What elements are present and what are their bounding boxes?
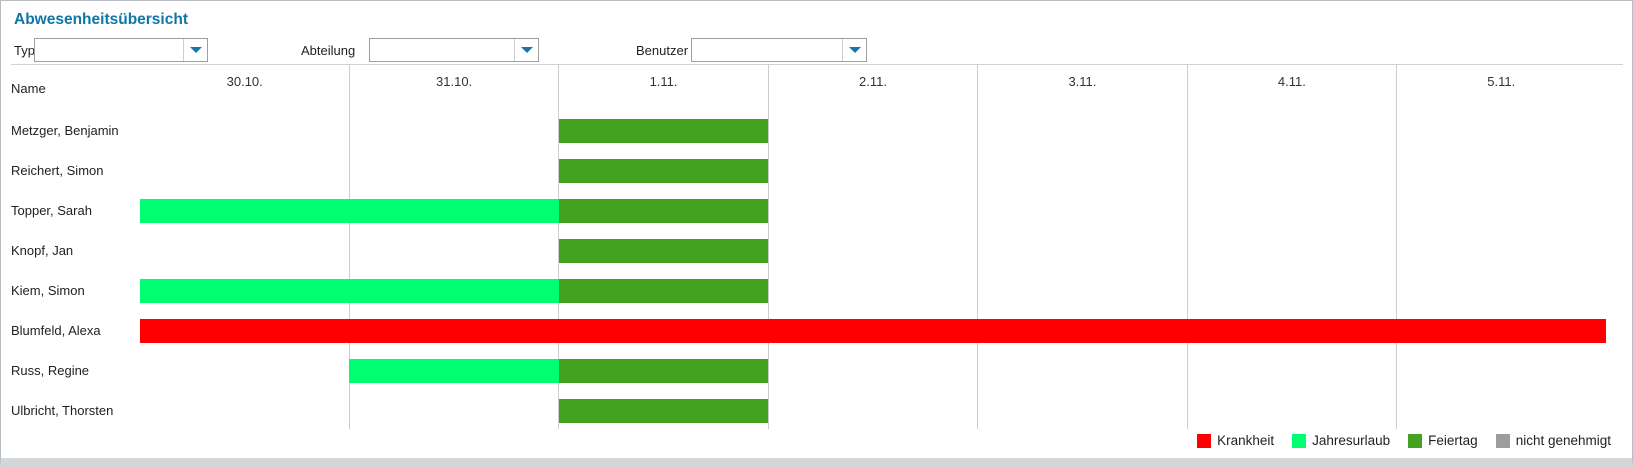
benutzer-filter-dropdown-button[interactable] <box>842 39 866 61</box>
krankheit-color-swatch <box>1197 433 1212 448</box>
legend-label: nicht genehmigt <box>1515 433 1611 448</box>
day-gridline <box>767 64 769 429</box>
date-column-header: 1.11. <box>649 74 678 89</box>
absence-bar-feiertag[interactable] <box>558 399 769 423</box>
absence-bar-jahresurlaub[interactable] <box>140 199 559 223</box>
benutzer-filter-input[interactable] <box>692 39 842 61</box>
row-name: Knopf, Jan <box>11 243 74 258</box>
legend-label: Jahresurlaub <box>1312 433 1391 448</box>
absence-bar-jahresurlaub[interactable] <box>349 359 559 383</box>
row-name: Blumfeld, Alexa <box>11 323 101 338</box>
row-name: Russ, Regine <box>11 363 90 378</box>
row-name: Topper, Sarah <box>11 203 92 218</box>
typ-filter-input[interactable] <box>35 39 183 61</box>
abteilung-filter-dropdown-button[interactable] <box>514 39 538 61</box>
legend-item-krankheit: Krankheit <box>1197 433 1274 448</box>
day-gridline <box>1396 64 1398 429</box>
absence-bar-feiertag[interactable] <box>558 199 769 223</box>
typ-filter-label: Typ <box>14 43 35 58</box>
legend-label: Krankheit <box>1217 433 1275 448</box>
legend-item-nicht_genehmigt: nicht genehmigt <box>1495 433 1611 448</box>
absence-bar-feiertag[interactable] <box>558 279 769 303</box>
absence-bar-feiertag[interactable] <box>558 159 769 183</box>
date-column-header: 3.11. <box>1068 74 1097 89</box>
nicht_genehmigt-color-swatch <box>1495 433 1510 448</box>
date-column-header: 2.11. <box>859 74 887 89</box>
absence-timeline-chart: 30.10. 31.10. 1.11. 2.11. 3.11. 4.11. 5.11. <box>140 64 1606 429</box>
date-column-header: 31.10. <box>436 74 473 89</box>
day-gridline <box>1186 64 1188 429</box>
feiertag-color-swatch <box>1408 433 1423 448</box>
legend-item-jahresurlaub: Jahresurlaub <box>1292 433 1390 448</box>
chevron-down-icon <box>520 47 533 53</box>
chart-header-divider <box>11 64 1623 65</box>
absence-bar-krankheit[interactable] <box>140 319 1606 343</box>
absence-bar-feiertag[interactable] <box>558 119 769 143</box>
row-name: Kiem, Simon <box>11 283 85 298</box>
row-name: Ulbricht, Thorsten <box>11 403 114 418</box>
day-gridline <box>348 64 350 429</box>
date-column-header: 4.11. <box>1277 74 1306 89</box>
page-title: Abwesenheitsübersicht <box>14 11 188 28</box>
typ-filter-dropdown-button[interactable] <box>183 39 207 61</box>
name-column-header: Name <box>11 81 46 96</box>
typ-filter-combobox[interactable] <box>34 38 208 62</box>
absence-bar-jahresurlaub[interactable] <box>140 279 559 303</box>
abteilung-filter-input[interactable] <box>370 39 514 61</box>
benutzer-filter-label: Benutzer <box>636 43 689 58</box>
absence-bar-feiertag[interactable] <box>558 359 769 383</box>
legend-item-feiertag: Feiertag <box>1408 433 1478 448</box>
chevron-down-icon <box>189 47 202 53</box>
legend: Krankheit Jahresurlaub Feiertag nicht geneh… <box>1197 433 1611 448</box>
absence-bar-feiertag[interactable] <box>558 239 769 263</box>
day-gridline <box>977 64 979 429</box>
legend-label: Feiertag <box>1428 433 1478 448</box>
date-column-header: 30.10. <box>226 74 263 89</box>
row-name: Reichert, Simon <box>11 163 104 178</box>
date-column-header: 5.11. <box>1487 74 1516 89</box>
abteilung-filter-label: Abteilung <box>301 43 356 58</box>
abteilung-filter-combobox[interactable] <box>369 38 539 62</box>
chevron-down-icon <box>848 47 861 53</box>
row-name: Metzger, Benjamin <box>11 123 119 138</box>
jahresurlaub-color-swatch <box>1292 433 1307 448</box>
benutzer-filter-combobox[interactable] <box>691 38 867 62</box>
